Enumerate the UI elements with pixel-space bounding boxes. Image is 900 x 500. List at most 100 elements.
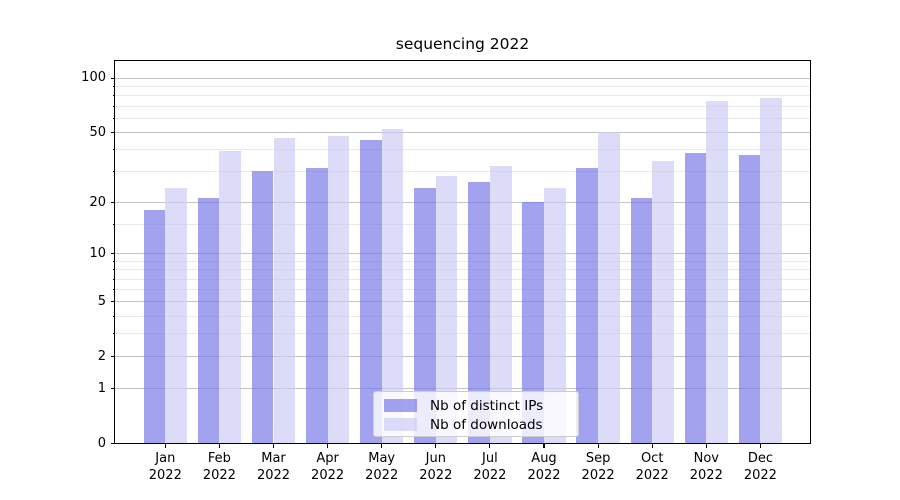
gridline-major [115, 356, 810, 358]
y-tick-label: 2 [97, 348, 106, 364]
x-tick-month: Jun [425, 451, 446, 466]
y-tick-label: 5 [97, 293, 106, 309]
y-tick-label: 20 [89, 194, 106, 210]
gridline-minor [115, 117, 810, 119]
x-tick [381, 444, 383, 448]
x-tick [272, 444, 275, 448]
x-tick [651, 444, 653, 448]
bar-ips [414, 187, 436, 443]
y-minor-tick [113, 333, 115, 335]
x-tick-month: Aug [531, 451, 557, 466]
gridline-major [115, 132, 810, 134]
bar-downloads [435, 176, 458, 443]
y-tick [111, 202, 115, 204]
x-tick-month: Sep [585, 451, 611, 466]
gridline-minor [115, 260, 810, 262]
x-tick-month: May [368, 451, 396, 466]
x-tick [327, 444, 329, 448]
y-tick-label: 100 [81, 70, 106, 86]
gridline-major [115, 202, 810, 204]
y-minor-tick [113, 260, 115, 262]
bar-ips [630, 198, 653, 443]
bar-ips [143, 209, 166, 443]
gridline-major [115, 301, 810, 303]
legend-item-ips: Nb of distinct IPs [374, 396, 578, 415]
bar-downloads [327, 136, 350, 443]
bar-downloads [381, 128, 404, 443]
x-tick [435, 444, 437, 448]
y-minor-tick [113, 149, 115, 151]
gridline-minor [115, 289, 810, 291]
legend: Nb of distinct IPs Nb of downloads [373, 391, 579, 437]
gridline-major [115, 388, 810, 390]
x-tick-label: May 2022 [354, 450, 410, 484]
y-tick [111, 442, 115, 445]
x-tick-label: Apr 2022 [300, 450, 356, 484]
gridline-minor [115, 95, 810, 97]
x-tick-year: 2022 [202, 468, 236, 483]
x-tick-month: Oct [640, 451, 664, 466]
bar-downloads [544, 187, 566, 443]
gridline-minor [115, 149, 810, 151]
bar-downloads [489, 165, 512, 443]
legend-label-downloads: Nb of downloads [430, 416, 543, 433]
gridline-major [115, 253, 810, 255]
y-minor-tick [113, 223, 115, 225]
x-tick-label: Mar 2022 [246, 450, 302, 484]
y-tick [111, 388, 115, 390]
x-tick [543, 444, 545, 448]
y-minor-tick [113, 86, 115, 88]
y-minor-tick [113, 117, 115, 119]
legend-label-ips: Nb of distinct IPs [430, 397, 544, 414]
y-minor-tick [113, 105, 115, 107]
x-tick-year: 2022 [419, 468, 453, 483]
y-tick-label: 10 [89, 245, 106, 261]
bar-downloads [652, 161, 674, 443]
x-tick-label: Feb 2022 [191, 450, 247, 484]
x-tick-label: Aug 2022 [516, 450, 572, 484]
gridline-minor [115, 315, 810, 317]
x-tick [759, 444, 761, 448]
chart-title: sequencing 2022 [395, 35, 530, 53]
bar-downloads [219, 150, 242, 443]
gridline-minor [115, 333, 810, 335]
x-tick-year: 2022 [743, 468, 777, 483]
x-tick-year: 2022 [365, 468, 399, 483]
gridline-minor [115, 86, 810, 88]
y-minor-tick [113, 315, 115, 317]
x-tick-label: Nov 2022 [678, 450, 734, 484]
bar-ips [522, 201, 544, 443]
gridline-minor [115, 105, 810, 107]
x-tick [705, 444, 707, 448]
legend-swatch-ips-icon [384, 399, 417, 412]
y-tick-label: 50 [89, 124, 106, 140]
bar-ips [251, 170, 274, 443]
bar-ips [360, 139, 382, 443]
gridline-minor [115, 278, 810, 280]
plot-area [114, 60, 811, 444]
y-minor-tick [113, 171, 115, 173]
x-tick-year: 2022 [473, 468, 507, 483]
x-tick-year: 2022 [581, 468, 615, 483]
x-tick-month: Nov [693, 451, 719, 466]
x-tick [489, 444, 491, 448]
x-tick-year: 2022 [527, 468, 561, 483]
bar-downloads [598, 131, 620, 443]
x-tick-label: Jun 2022 [408, 450, 464, 484]
x-tick-year: 2022 [256, 468, 291, 483]
bar-downloads [706, 101, 728, 443]
y-minor-tick [113, 289, 115, 291]
bar-ips [576, 168, 599, 443]
gridline-minor [115, 171, 810, 173]
x-tick-label: Dec 2022 [732, 450, 788, 484]
y-tick-label: 0 [97, 435, 106, 451]
x-tick [218, 444, 220, 448]
x-tick-month: Dec [747, 451, 773, 466]
bar-ips [684, 152, 707, 443]
bar-downloads [165, 187, 187, 443]
bar-ips [197, 198, 220, 443]
x-tick-label: Sep 2022 [570, 450, 626, 484]
y-tick-label: 1 [97, 380, 106, 396]
x-tick-year: 2022 [689, 468, 723, 483]
y-minor-tick [113, 95, 115, 97]
